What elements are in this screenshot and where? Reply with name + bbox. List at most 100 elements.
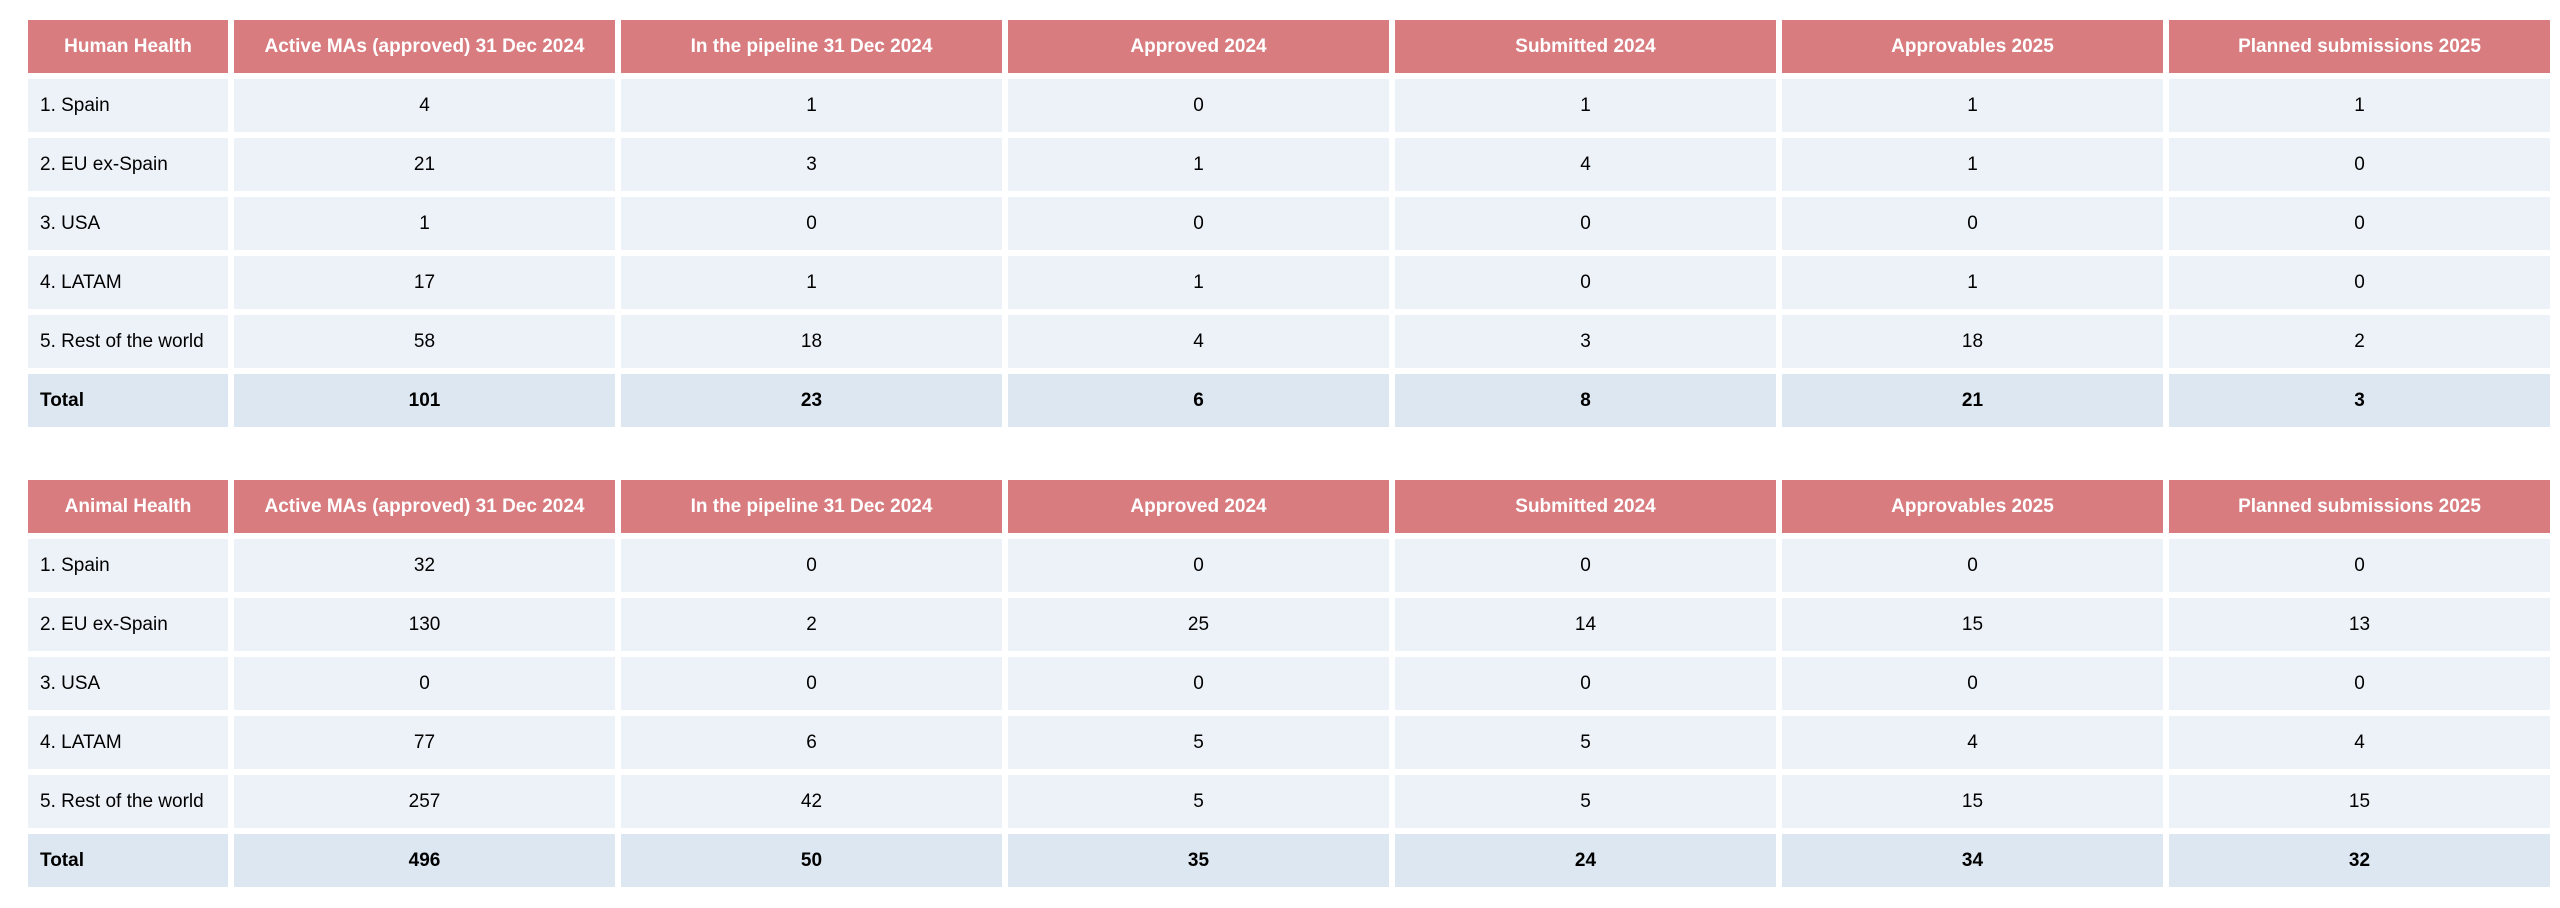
table-cell: 32	[234, 539, 615, 592]
table-cell: 1	[2169, 79, 2550, 132]
column-header: Approvables 2025	[1782, 480, 2163, 533]
total-cell: 3	[2169, 374, 2550, 427]
total-cell: 8	[1395, 374, 1776, 427]
table-cell: 0	[2169, 256, 2550, 309]
table-cell: 4	[234, 79, 615, 132]
animal-health-table: Animal Health Active MAs (approved) 31 De…	[28, 480, 2550, 887]
row-label: 3. USA	[28, 197, 228, 250]
column-header: Submitted 2024	[1395, 480, 1776, 533]
table-cell: 1	[234, 197, 615, 250]
column-header: Approved 2024	[1008, 20, 1389, 73]
table-cell: 0	[234, 657, 615, 710]
total-cell: 35	[1008, 834, 1389, 887]
total-cell: 50	[621, 834, 1002, 887]
total-cell: 21	[1782, 374, 2163, 427]
total-cell: 496	[234, 834, 615, 887]
table-cell: 0	[1008, 79, 1389, 132]
table-cell: 1	[1008, 256, 1389, 309]
table-cell: 1	[621, 79, 1002, 132]
row-label: 1. Spain	[28, 79, 228, 132]
table-cell: 0	[1395, 256, 1776, 309]
table-cell: 0	[1782, 657, 2163, 710]
total-label: Total	[28, 834, 228, 887]
human-health-table: Human Health Active MAs (approved) 31 Dec…	[28, 20, 2550, 427]
table-cell: 0	[621, 539, 1002, 592]
row-label: 3. USA	[28, 657, 228, 710]
row-label: 5. Rest of the world	[28, 315, 228, 368]
column-header: In the pipeline 31 Dec 2024	[621, 480, 1002, 533]
column-header: Planned submissions 2025	[2169, 20, 2550, 73]
table-cell: 1	[1395, 79, 1776, 132]
table-cell: 0	[621, 197, 1002, 250]
table-cell: 1	[1008, 138, 1389, 191]
table-cell: 257	[234, 775, 615, 828]
table-cell: 130	[234, 598, 615, 651]
row-label: 1. Spain	[28, 539, 228, 592]
column-header: Approved 2024	[1008, 480, 1389, 533]
total-cell: 6	[1008, 374, 1389, 427]
table-cell: 4	[1782, 716, 2163, 769]
row-label: 2. EU ex-Spain	[28, 138, 228, 191]
total-cell: 23	[621, 374, 1002, 427]
table-cell: 77	[234, 716, 615, 769]
table-cell: 4	[1008, 315, 1389, 368]
table-cell: 1	[1782, 256, 2163, 309]
table-cell: 4	[2169, 716, 2550, 769]
column-header: Active MAs (approved) 31 Dec 2024	[234, 20, 615, 73]
table-cell: 0	[1395, 197, 1776, 250]
column-header: Active MAs (approved) 31 Dec 2024	[234, 480, 615, 533]
row-label: 4. LATAM	[28, 716, 228, 769]
total-label: Total	[28, 374, 228, 427]
total-cell: 34	[1782, 834, 2163, 887]
table-cell: 13	[2169, 598, 2550, 651]
total-cell: 24	[1395, 834, 1776, 887]
row-label: 2. EU ex-Spain	[28, 598, 228, 651]
table-cell: 17	[234, 256, 615, 309]
table-cell: 0	[1008, 539, 1389, 592]
table-cell: 0	[2169, 197, 2550, 250]
table-cell: 25	[1008, 598, 1389, 651]
table-cell: 15	[1782, 598, 2163, 651]
total-cell: 32	[2169, 834, 2550, 887]
table-cell: 3	[1395, 315, 1776, 368]
table-cell: 0	[2169, 657, 2550, 710]
table-cell: 0	[1782, 539, 2163, 592]
table-cell: 1	[1782, 79, 2163, 132]
table-cell: 5	[1008, 775, 1389, 828]
column-header: Approvables 2025	[1782, 20, 2163, 73]
column-header: Submitted 2024	[1395, 20, 1776, 73]
column-header: Planned submissions 2025	[2169, 480, 2550, 533]
table-cell: 42	[621, 775, 1002, 828]
table-cell: 2	[2169, 315, 2550, 368]
table-cell: 0	[1395, 657, 1776, 710]
table-cell: 0	[2169, 138, 2550, 191]
table-cell: 18	[621, 315, 1002, 368]
table-cell: 0	[1008, 197, 1389, 250]
table-cell: 21	[234, 138, 615, 191]
table-cell: 0	[1008, 657, 1389, 710]
table-cell: 6	[621, 716, 1002, 769]
table-cell: 4	[1395, 138, 1776, 191]
table-cell: 0	[2169, 539, 2550, 592]
column-header: In the pipeline 31 Dec 2024	[621, 20, 1002, 73]
table-cell: 1	[621, 256, 1002, 309]
table-cell: 0	[1395, 539, 1776, 592]
table-cell: 18	[1782, 315, 2163, 368]
total-cell: 101	[234, 374, 615, 427]
table-cell: 0	[621, 657, 1002, 710]
table-cell: 2	[621, 598, 1002, 651]
table-cell: 1	[1782, 138, 2163, 191]
row-label: 5. Rest of the world	[28, 775, 228, 828]
table-cell: 0	[1782, 197, 2163, 250]
table-cell: 14	[1395, 598, 1776, 651]
table-cell: 15	[2169, 775, 2550, 828]
table-cell: 5	[1395, 775, 1776, 828]
table-title-header: Animal Health	[28, 480, 228, 533]
table-cell: 3	[621, 138, 1002, 191]
row-label: 4. LATAM	[28, 256, 228, 309]
table-title-header: Human Health	[28, 20, 228, 73]
table-cell: 15	[1782, 775, 2163, 828]
table-cell: 5	[1008, 716, 1389, 769]
table-cell: 5	[1395, 716, 1776, 769]
table-cell: 58	[234, 315, 615, 368]
